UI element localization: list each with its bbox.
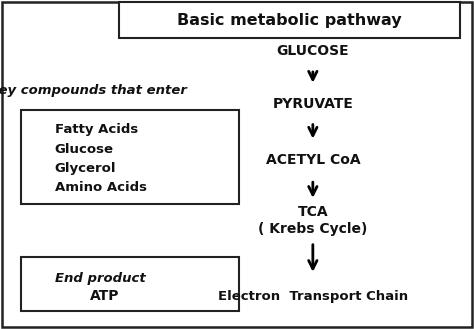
FancyBboxPatch shape xyxy=(118,2,460,38)
Text: Electron  Transport Chain: Electron Transport Chain xyxy=(218,290,408,303)
Text: ATP: ATP xyxy=(90,289,119,303)
Text: PYRUVATE: PYRUVATE xyxy=(273,97,353,111)
Text: Basic metabolic pathway: Basic metabolic pathway xyxy=(177,13,401,28)
FancyBboxPatch shape xyxy=(21,110,239,204)
Text: ACETYL CoA: ACETYL CoA xyxy=(265,153,360,166)
Text: Key compounds that enter: Key compounds that enter xyxy=(0,84,187,97)
Text: TCA
( Krebs Cycle): TCA ( Krebs Cycle) xyxy=(258,205,367,236)
Text: GLUCOSE: GLUCOSE xyxy=(276,44,349,58)
FancyBboxPatch shape xyxy=(21,257,239,311)
Text: Amino Acids: Amino Acids xyxy=(55,181,146,194)
Text: Glucose: Glucose xyxy=(55,142,113,156)
Text: Fatty Acids: Fatty Acids xyxy=(55,123,138,137)
Text: Glycerol: Glycerol xyxy=(55,162,116,175)
Text: End product: End product xyxy=(55,271,145,285)
